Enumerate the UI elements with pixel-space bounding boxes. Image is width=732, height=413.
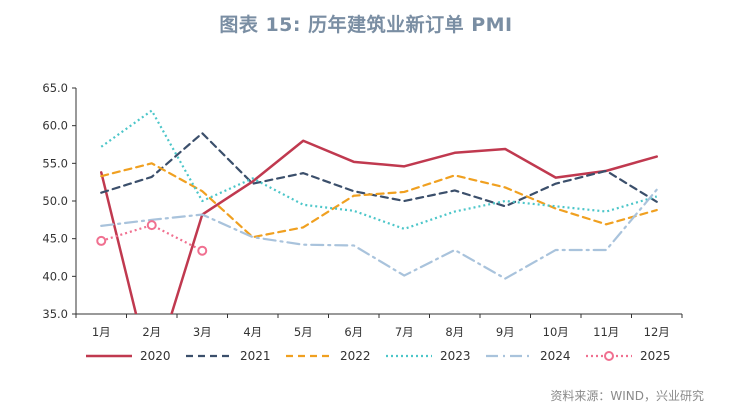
x-tick-label: 6月 [344,325,363,339]
source-note: 资料来源：WIND，兴业研究 [550,389,704,403]
series-lines [100,109,658,314]
x-tick-label: 12月 [644,325,670,339]
x-tick-label: 3月 [193,325,212,339]
legend-label-2025: 2025 [640,349,671,363]
data-point-marker [146,220,157,231]
series-line-2024 [100,188,658,280]
x-tick-label: 2月 [142,325,161,339]
x-tick-label: 8月 [445,325,464,339]
y-axis-ticks: 65.0 60.0 55.0 50.0 45.0 40.0 35.0 [42,81,76,321]
legend-marker [604,351,614,361]
y-tick-label: 55.0 [42,156,68,170]
x-axis-ticks: 1月 2月 3月 4月 5月 6月 7月 8月 9月 10月 11月 12月 [75,314,683,339]
legend: 2020 2021 2022 2023 2024 2025 [86,349,671,363]
series-line-2023 [100,109,658,230]
data-point-marker [96,235,107,246]
chart-title: 图表 15: 历年建筑业新订单 PMI [219,14,513,36]
legend-label-2020: 2020 [140,349,171,363]
x-tick-label: 7月 [395,325,414,339]
y-tick-label: 50.0 [42,194,68,208]
data-point-marker [197,245,208,256]
y-tick-label: 45.0 [42,232,68,246]
x-tick-label: 9月 [496,325,515,339]
x-tick-label: 1月 [92,325,111,339]
series-line-2021 [100,132,658,208]
legend-label-2022: 2022 [340,349,371,363]
series-line-2025 [100,224,203,252]
y-tick-label: 65.0 [42,81,68,95]
series-markers [96,220,208,256]
x-tick-label: 10月 [543,325,569,339]
series-line-2022 [100,162,658,239]
x-tick-label: 11月 [593,325,619,339]
y-tick-label: 35.0 [42,307,68,321]
x-tick-label: 5月 [294,325,313,339]
y-tick-label: 60.0 [42,119,68,133]
y-tick-label: 40.0 [42,269,68,283]
legend-label-2024: 2024 [540,349,571,363]
legend-label-2021: 2021 [240,349,271,363]
x-tick-label: 4月 [243,325,262,339]
series-line-2020 [100,139,658,314]
legend-label-2023: 2023 [440,349,471,363]
